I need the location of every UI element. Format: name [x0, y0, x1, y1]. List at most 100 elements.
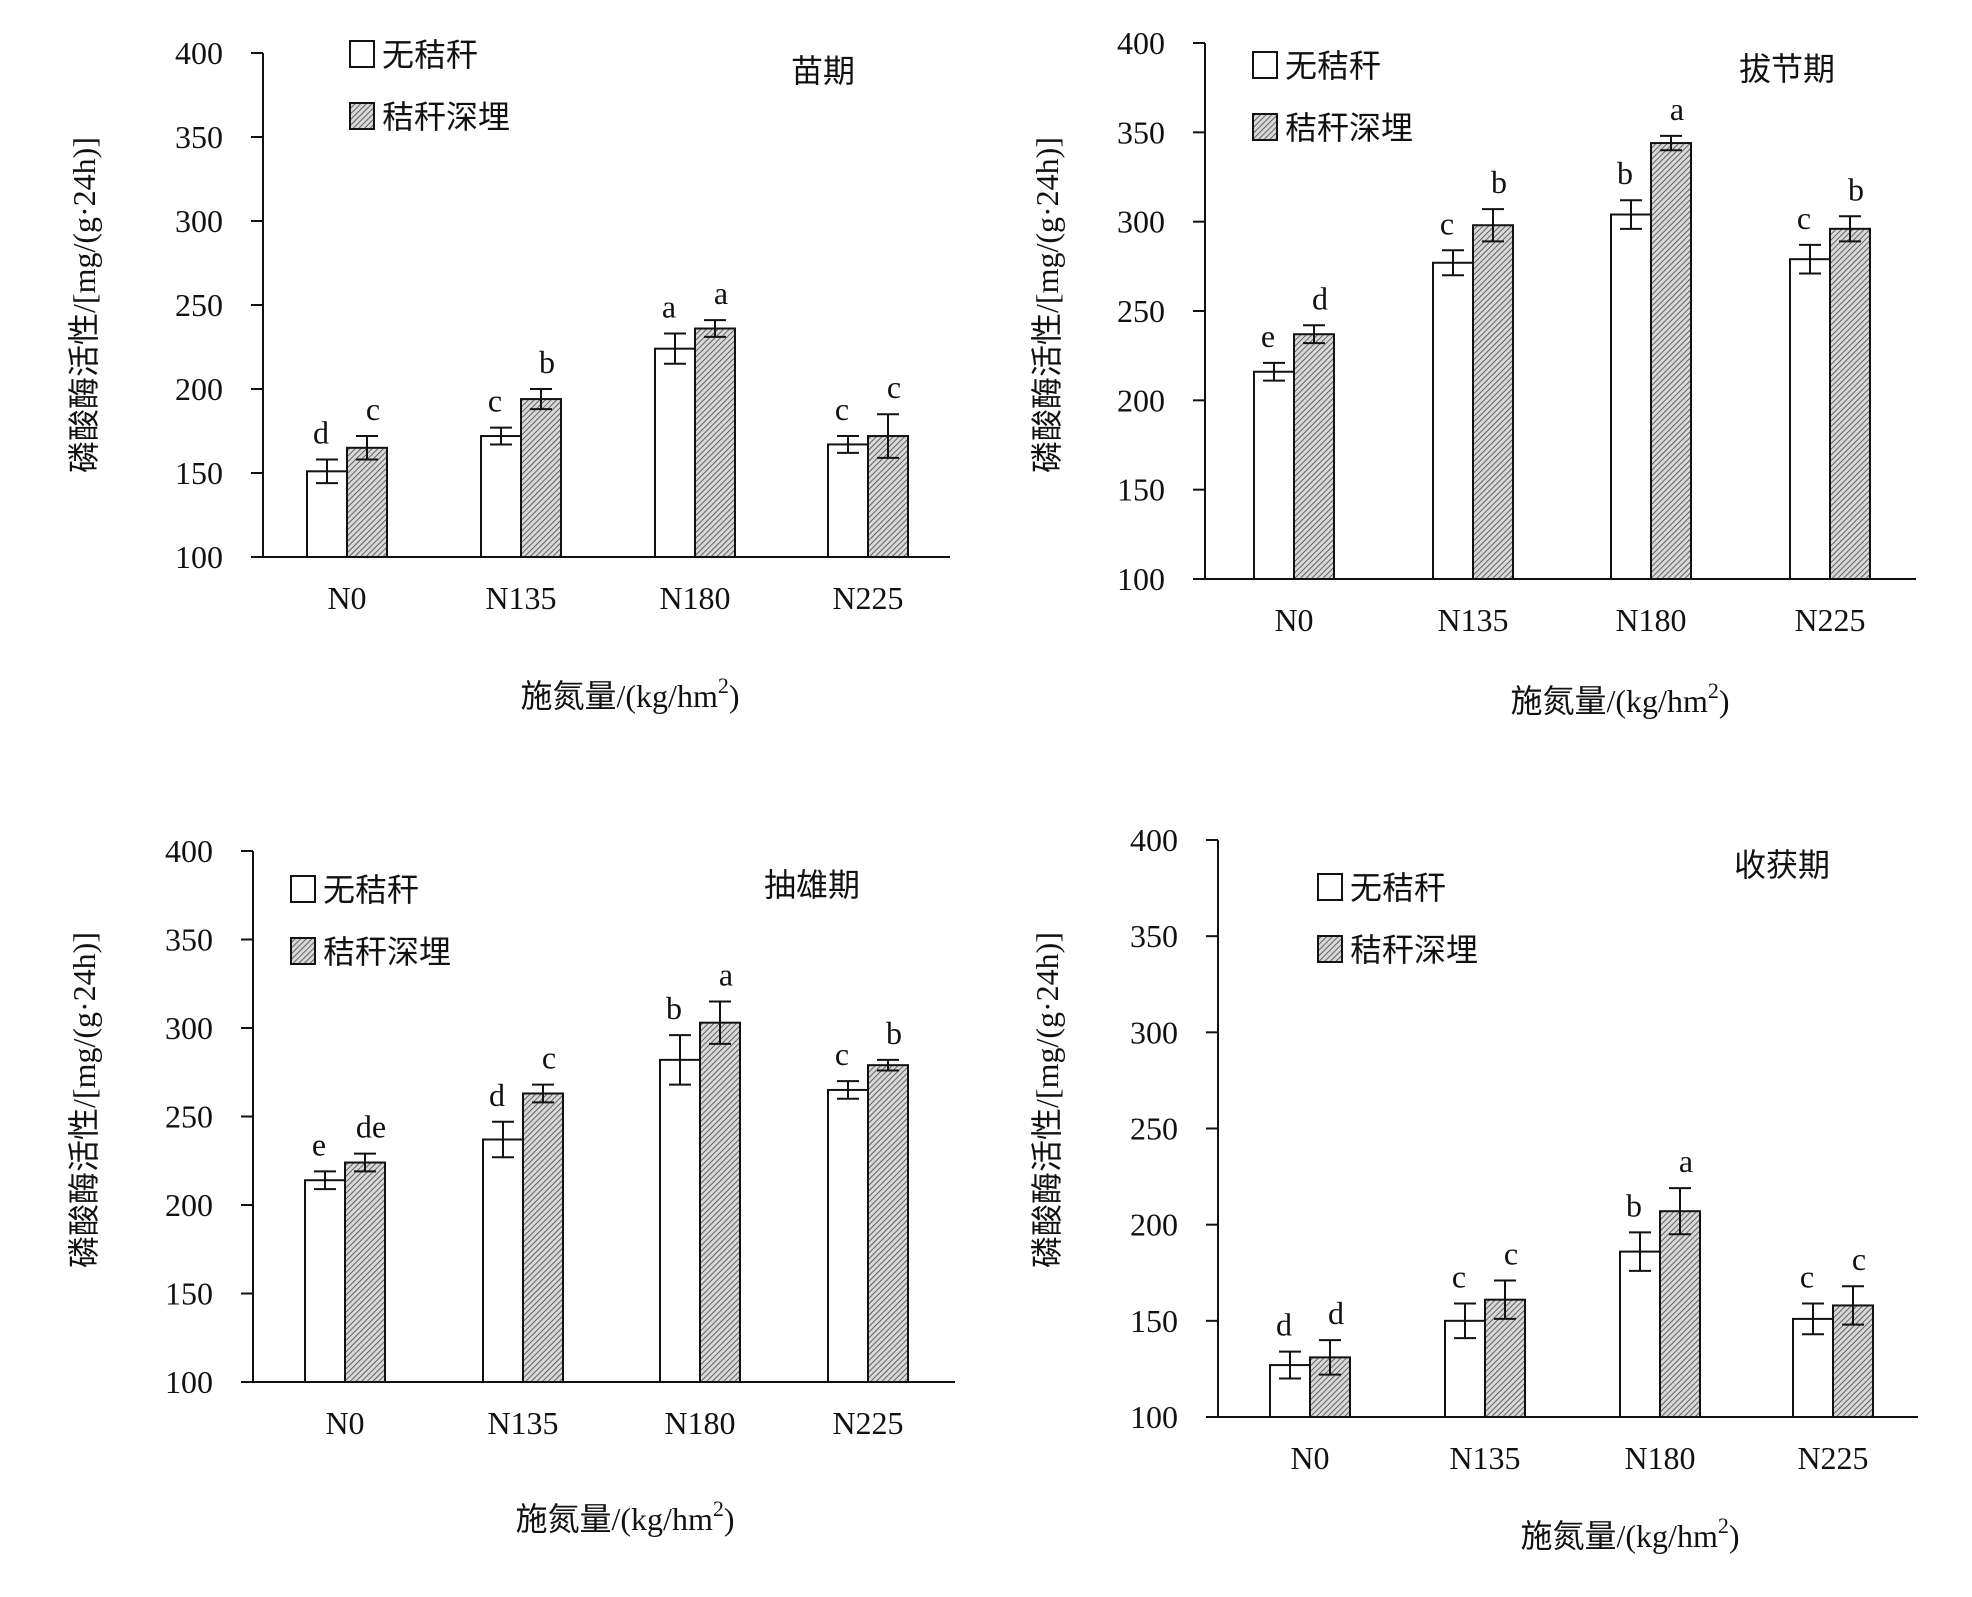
- y-tick-label: 300: [1130, 1014, 1178, 1050]
- x-axis-title-end: ): [724, 1501, 735, 1537]
- significance-letter: c: [835, 391, 849, 427]
- y-tick-label: 400: [175, 35, 223, 71]
- x-tick-label: N225: [1797, 1440, 1868, 1476]
- x-tick-label: N225: [832, 580, 903, 616]
- significance-letter: e: [312, 1126, 326, 1162]
- legend-label: 无秸秆: [1350, 870, 1446, 906]
- significance-letter: c: [1452, 1259, 1466, 1295]
- bar: [1650, 142, 1692, 580]
- significance-letter: de: [356, 1109, 386, 1145]
- bar: [1484, 1298, 1526, 1418]
- legend-swatch: [1317, 873, 1343, 901]
- x-axis-title-end: ): [1729, 1518, 1740, 1554]
- x-tick-label: N135: [487, 1405, 558, 1441]
- y-tick-label: 350: [175, 119, 223, 155]
- bar: [1610, 213, 1652, 581]
- stage-label: 抽雄期: [764, 867, 860, 903]
- x-axis-title: 施氮量/(kg/hm2): [1511, 678, 1730, 719]
- x-axis-title-text: 施氮量/(kg/hm: [1511, 683, 1708, 719]
- chart-panel-2: 100 150 200 250 300 350 400 磷酸酶活性/[mg/(g·24h)] 施…: [1029, 25, 1916, 719]
- significance-letter: c: [1797, 200, 1811, 236]
- significance-letter: a: [1679, 1143, 1693, 1179]
- y-tick-label: 200: [1117, 382, 1165, 418]
- x-tick-label: N0: [327, 580, 366, 616]
- y-axis-title: 磷酸酶活性/[mg/(g·24h)]: [1029, 137, 1065, 473]
- bar: [1659, 1210, 1701, 1419]
- x-axis-title-text: 施氮量/(kg/hm: [516, 1501, 713, 1537]
- x-tick-label: N135: [485, 580, 556, 616]
- legend-label: 无秸秆: [1285, 48, 1381, 84]
- bar: [867, 1064, 909, 1384]
- significance-letter: a: [662, 289, 676, 325]
- y-tick-label: 250: [175, 287, 223, 323]
- chart-panels: 100 150 200 250 300 350 400 磷酸酶活性/[mg/(g·24h)] 施…: [66, 25, 1918, 1554]
- y-tick-label: 100: [175, 539, 223, 575]
- y-tick-label: 250: [1117, 293, 1165, 329]
- significance-letter: c: [542, 1040, 556, 1076]
- y-tick-label: 400: [1117, 25, 1165, 61]
- significance-letter: d: [313, 415, 329, 451]
- bar: [344, 1161, 386, 1384]
- y-tick-label: 150: [165, 1276, 213, 1312]
- legend-swatch: [1317, 935, 1343, 963]
- bar: [827, 443, 869, 558]
- x-axis-title-superscript: 2: [718, 673, 729, 698]
- bar: [1253, 370, 1295, 580]
- y-tick-label: 100: [1130, 1399, 1178, 1435]
- y-tick-label: 350: [1117, 114, 1165, 150]
- significance-letter: d: [1276, 1307, 1292, 1343]
- x-tick-label: N0: [325, 1405, 364, 1441]
- legend-swatch: [1252, 113, 1278, 141]
- y-tick-label: 400: [165, 833, 213, 869]
- legend-swatch: [290, 875, 316, 903]
- legend-swatch: [290, 937, 316, 965]
- chart-panel-4: 100 150 200 250 300 350 400 磷酸酶活性/[mg/(g·24h)] 施…: [1029, 822, 1918, 1554]
- legend-swatch: [349, 102, 375, 130]
- y-tick-label: 250: [165, 1099, 213, 1135]
- bar: [654, 347, 696, 558]
- y-axis-title: 磷酸酶活性/[mg/(g·24h)]: [66, 932, 102, 1268]
- x-axis-title-end: ): [729, 678, 740, 714]
- y-tick-label: 200: [1130, 1207, 1178, 1243]
- x-axis-title-superscript: 2: [1718, 1513, 1729, 1538]
- x-tick-label: N180: [659, 580, 730, 616]
- significance-letter: c: [1504, 1235, 1518, 1271]
- y-tick-label: 200: [165, 1187, 213, 1223]
- x-axis-title-end: ): [1719, 683, 1730, 719]
- stage-label: 收获期: [1734, 847, 1830, 883]
- legend-label: 秸秆深埋: [1285, 110, 1413, 146]
- significance-letter: a: [719, 956, 733, 992]
- y-axis-title: 磷酸酶活性/[mg/(g·24h)]: [1029, 932, 1065, 1268]
- bar: [304, 1179, 346, 1383]
- significance-letter: b: [1491, 164, 1507, 200]
- legend-label: 无秸秆: [382, 37, 478, 73]
- y-tick-label: 300: [1117, 204, 1165, 240]
- bar: [827, 1088, 869, 1383]
- significance-letter: a: [714, 275, 728, 311]
- x-tick-label: N225: [1794, 602, 1865, 638]
- y-tick-label: 250: [1130, 1111, 1178, 1147]
- y-tick-label: 300: [165, 1010, 213, 1046]
- significance-letter: e: [1261, 318, 1275, 354]
- significance-letter: d: [1328, 1295, 1344, 1331]
- bar: [520, 398, 562, 558]
- stage-label: 拔节期: [1739, 51, 1835, 87]
- x-tick-label: N135: [1449, 1440, 1520, 1476]
- legend-swatch: [349, 40, 375, 68]
- bar: [480, 435, 522, 559]
- y-tick-label: 350: [1130, 918, 1178, 954]
- significance-letter: b: [886, 1015, 902, 1051]
- x-axis-title-superscript: 2: [1708, 678, 1719, 703]
- significance-letter: c: [488, 383, 502, 419]
- bar: [482, 1138, 524, 1384]
- x-axis-title-superscript: 2: [713, 1496, 724, 1521]
- y-tick-label: 350: [165, 922, 213, 958]
- significance-letter: d: [489, 1077, 505, 1113]
- bar: [1472, 224, 1514, 581]
- legend-label: 秸秆深埋: [382, 99, 510, 135]
- x-axis-title: 施氮量/(kg/hm2): [521, 673, 740, 714]
- bar: [306, 470, 348, 559]
- significance-letter: c: [1440, 205, 1454, 241]
- significance-letter: c: [887, 369, 901, 405]
